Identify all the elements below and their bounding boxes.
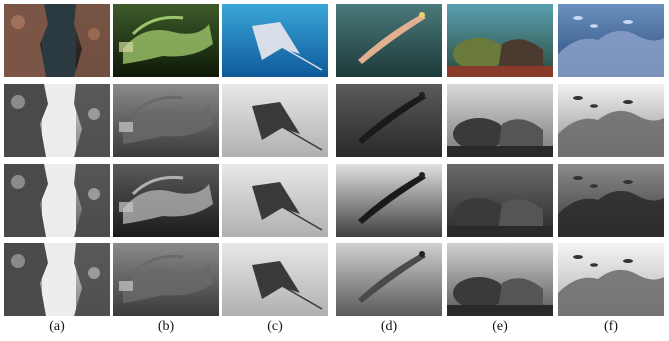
panel-f-depth-3-image [558,243,664,316]
panel-c-depth-1-image [222,84,328,157]
panel-a-depth-1-image [4,84,110,157]
panel-b-depth-2-image [113,164,219,237]
panel-f-color-image [558,4,664,77]
panel-label-e: (e) [492,319,508,334]
panel-label-b: (b) [157,319,175,334]
panel-label-c: (c) [267,319,283,334]
panel-a-color-image [4,4,110,77]
panel-b-depth-1-image [113,84,219,157]
panel-d-color-image [336,4,442,77]
panel-f-depth-1-image [558,84,664,157]
panel-d-depth-3-image [336,243,442,316]
panel-e-depth-1-image [447,84,553,157]
panel-c-depth-3-image [222,243,328,316]
panel-b-color-image [113,4,219,77]
panel-label-a: (a) [49,319,65,334]
panel-label-f: (f) [604,319,618,334]
panel-c-color-image [222,4,328,77]
panel-a-depth-3-image [4,243,110,316]
panel-label-d: (d) [380,319,398,334]
panel-b-depth-3-image [113,243,219,316]
panel-e-depth-3-image [447,243,553,316]
panel-e-depth-2-image [447,164,553,237]
panel-f-depth-2-image [558,164,664,237]
panel-a-depth-2-image [4,164,110,237]
panel-c-depth-2-image [222,164,328,237]
panel-e-color-image [447,4,553,77]
panel-d-depth-2-image [336,164,442,237]
panel-d-depth-1-image [336,84,442,157]
